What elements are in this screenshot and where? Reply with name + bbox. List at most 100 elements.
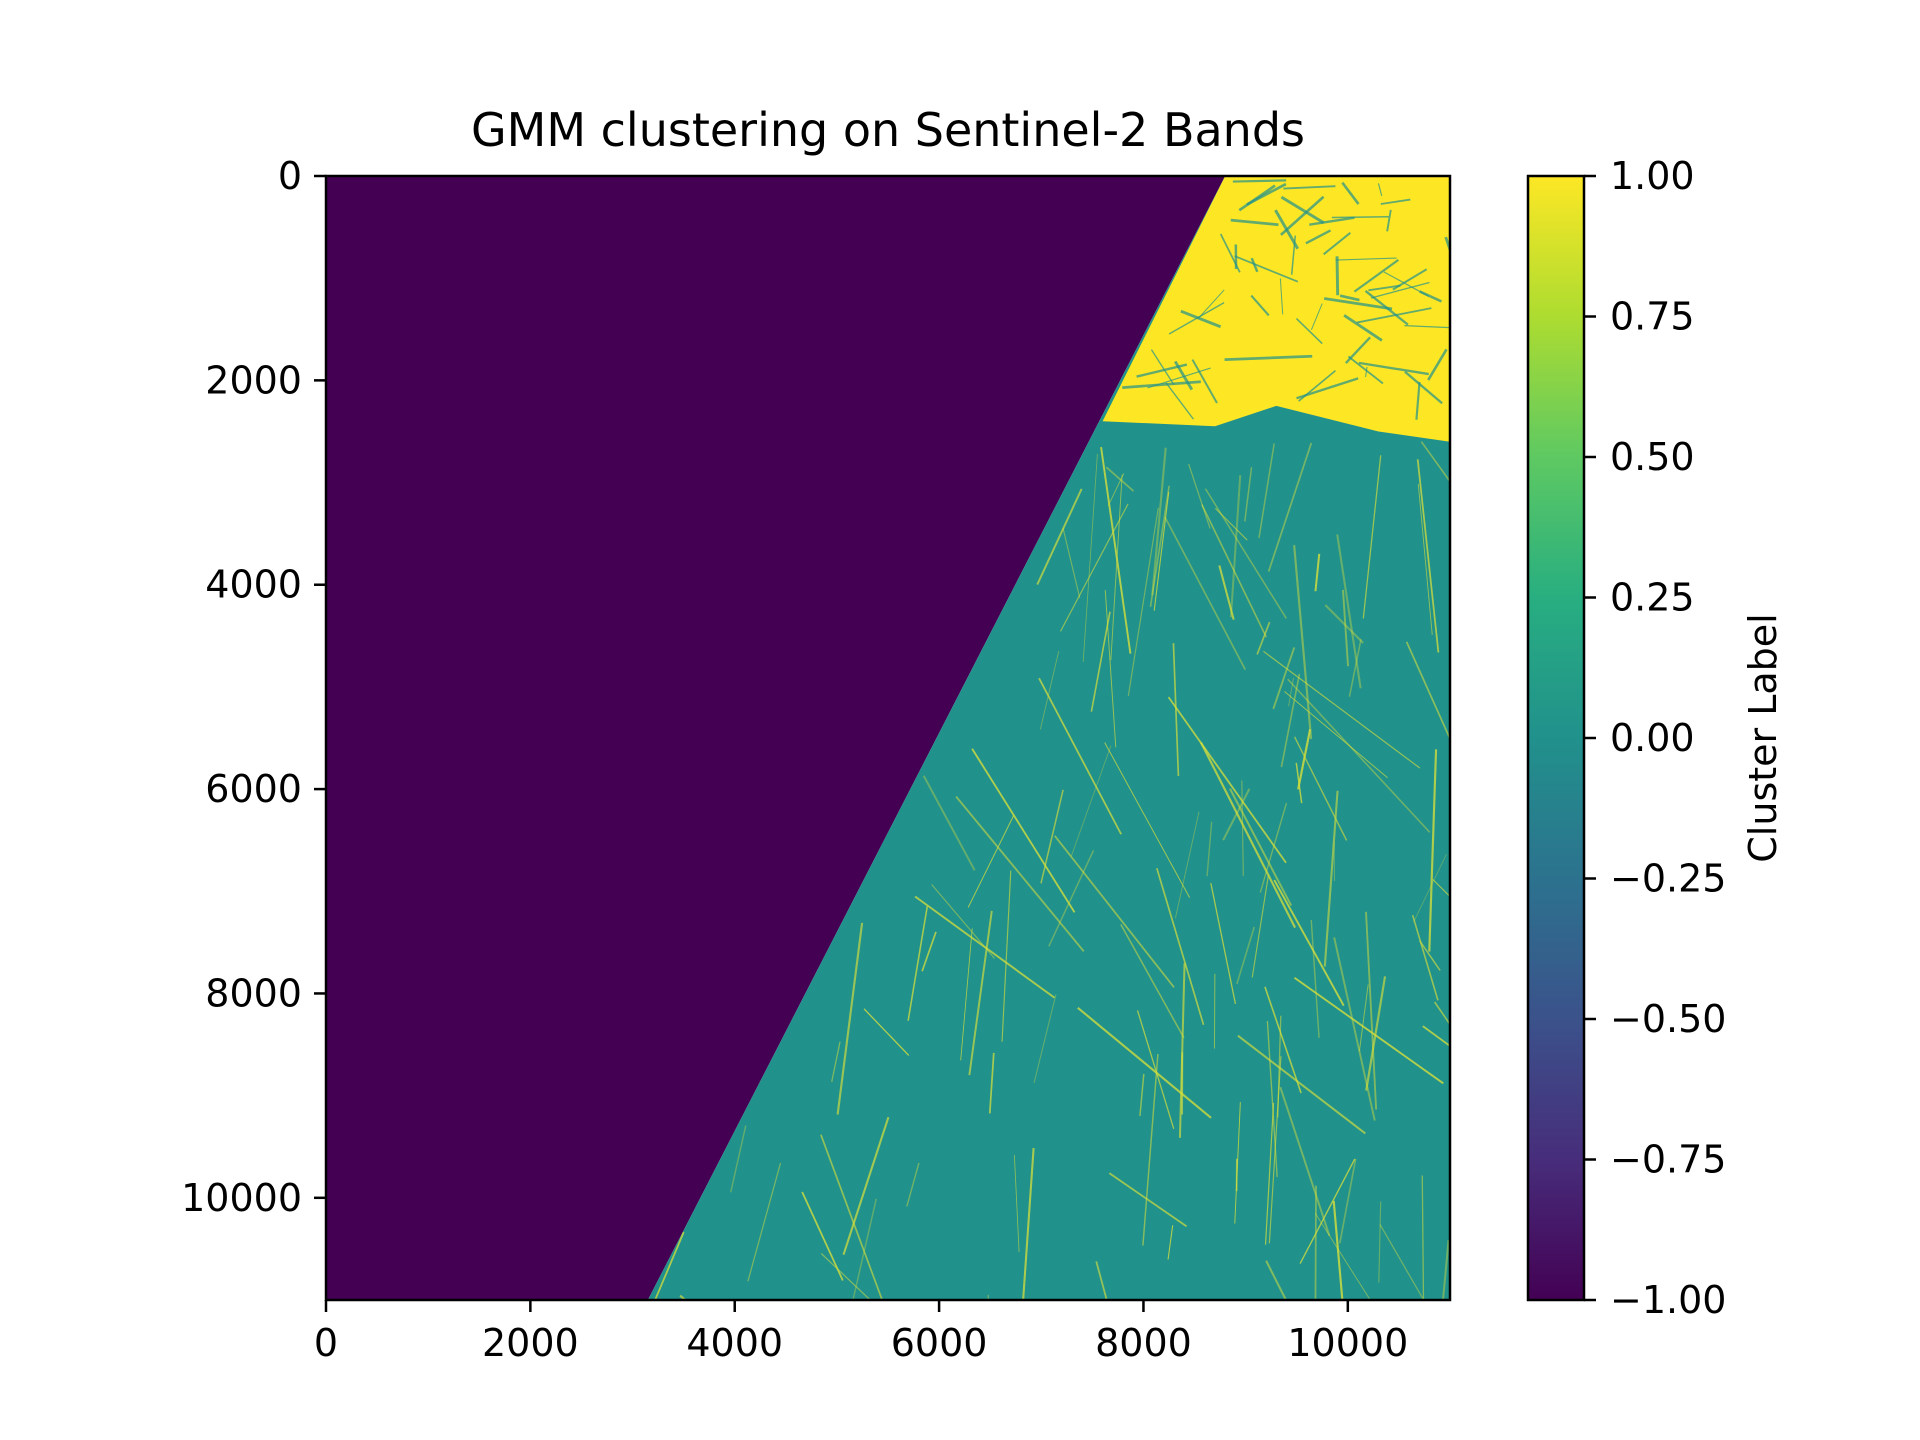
crack-line bbox=[820, 1134, 884, 1300]
y-tick-label: 6000 bbox=[205, 767, 302, 811]
streak-line bbox=[1341, 181, 1360, 205]
crack-line bbox=[1416, 459, 1440, 653]
streak-line bbox=[1427, 348, 1448, 381]
crack-line bbox=[1164, 516, 1246, 670]
crack-line bbox=[1432, 879, 1450, 898]
crack-line bbox=[1378, 1201, 1382, 1283]
crack-line bbox=[1256, 621, 1271, 655]
crack-line bbox=[1333, 937, 1376, 1121]
crack-line bbox=[1040, 789, 1064, 884]
crack-line bbox=[1332, 1200, 1344, 1300]
crack-line bbox=[1033, 994, 1057, 1083]
streak-line bbox=[1386, 209, 1392, 232]
streak-line bbox=[1165, 382, 1194, 420]
crack-line bbox=[1277, 1015, 1282, 1118]
crack-line bbox=[1413, 854, 1447, 923]
colorbar-tick-label: −0.75 bbox=[1610, 1138, 1726, 1182]
crack-line bbox=[1362, 455, 1382, 619]
crack-line bbox=[1314, 1185, 1317, 1300]
crack-line bbox=[836, 922, 864, 1115]
crack-line bbox=[1417, 483, 1433, 635]
x-tick-label: 6000 bbox=[891, 1321, 988, 1365]
crack-line bbox=[863, 1008, 910, 1056]
crack-line bbox=[968, 910, 993, 1076]
streak-line bbox=[1234, 255, 1299, 283]
crack-line bbox=[1293, 736, 1348, 841]
crack-line bbox=[1013, 1155, 1020, 1253]
crack-line bbox=[1411, 914, 1439, 1001]
crack-line bbox=[1070, 745, 1112, 857]
crack-line bbox=[1267, 442, 1313, 572]
streak-line bbox=[1323, 297, 1393, 311]
y-tick-label: 4000 bbox=[205, 563, 302, 607]
plot-area bbox=[326, 176, 1450, 1300]
crack-line bbox=[1265, 1260, 1288, 1300]
crack-line bbox=[801, 1191, 844, 1281]
crack-line bbox=[907, 906, 929, 1021]
crack-line bbox=[1272, 647, 1296, 710]
crack-line bbox=[1100, 446, 1132, 654]
streak-line bbox=[1415, 381, 1421, 420]
chart-title: GMM clustering on Sentinel-2 Bands bbox=[471, 103, 1305, 157]
streak-line bbox=[1356, 307, 1432, 324]
streak-line bbox=[1310, 303, 1323, 331]
crack-line bbox=[1338, 1158, 1357, 1244]
crack-line bbox=[1293, 976, 1444, 1085]
crack-line bbox=[1172, 643, 1180, 777]
crack-line bbox=[1038, 677, 1122, 835]
streak-line bbox=[1343, 314, 1383, 342]
crack-line bbox=[922, 775, 976, 871]
crack-line bbox=[971, 748, 1076, 913]
crack-line bbox=[1428, 749, 1438, 952]
crack-line bbox=[1188, 463, 1211, 529]
crack-line bbox=[1263, 650, 1421, 769]
streak-line bbox=[1380, 198, 1411, 205]
x-tick-label: 4000 bbox=[686, 1321, 783, 1365]
crack-line bbox=[1365, 911, 1378, 1110]
crack-line bbox=[1110, 474, 1123, 661]
streak-line bbox=[1279, 278, 1284, 315]
streak-line bbox=[1296, 377, 1359, 400]
crack-line bbox=[1178, 963, 1186, 1138]
crack-line bbox=[1048, 849, 1095, 947]
y-axis: 0 2000 4000 6000 8000 10000 bbox=[181, 154, 326, 1220]
streak-line bbox=[1358, 361, 1429, 376]
crack-line bbox=[1062, 527, 1081, 598]
crack-line bbox=[955, 795, 1085, 952]
crack-line bbox=[1229, 788, 1293, 906]
crack-line bbox=[1210, 882, 1237, 1005]
crack-line bbox=[730, 1125, 747, 1193]
streak-line bbox=[1295, 317, 1323, 345]
crack-line bbox=[1199, 741, 1297, 929]
crack-line bbox=[960, 928, 973, 1061]
crack-line bbox=[1236, 926, 1256, 985]
crack-line bbox=[1251, 874, 1269, 978]
streak-line bbox=[1309, 216, 1355, 226]
crack-line bbox=[1273, 879, 1345, 1007]
crack-line bbox=[1218, 565, 1235, 620]
crack-line bbox=[1136, 1010, 1175, 1130]
crack-line bbox=[1201, 504, 1268, 638]
crack-line bbox=[1405, 641, 1450, 741]
crack-line bbox=[1206, 821, 1213, 877]
streak-line bbox=[1368, 284, 1401, 292]
crack-line bbox=[1441, 1240, 1450, 1300]
crack-line bbox=[1039, 651, 1060, 730]
x-axis: 0 2000 4000 6000 8000 10000 bbox=[314, 1300, 1408, 1365]
streak-line bbox=[1339, 294, 1360, 302]
crack-line bbox=[1107, 473, 1125, 507]
crack-line bbox=[1264, 1102, 1275, 1245]
y-tick-label: 10000 bbox=[181, 1176, 302, 1220]
streak-line bbox=[1290, 235, 1297, 275]
streak-line bbox=[1250, 294, 1270, 317]
crack-line bbox=[1204, 488, 1287, 619]
crack-line bbox=[1314, 553, 1321, 592]
crack-line bbox=[1095, 1261, 1108, 1300]
crack-line bbox=[1104, 742, 1191, 898]
crack-line bbox=[842, 1116, 890, 1255]
crack-line bbox=[1241, 780, 1244, 877]
streak-line bbox=[1404, 325, 1450, 329]
crack-line bbox=[1156, 867, 1205, 1026]
crack-line bbox=[1077, 1006, 1212, 1119]
crack-line bbox=[1120, 924, 1185, 1039]
